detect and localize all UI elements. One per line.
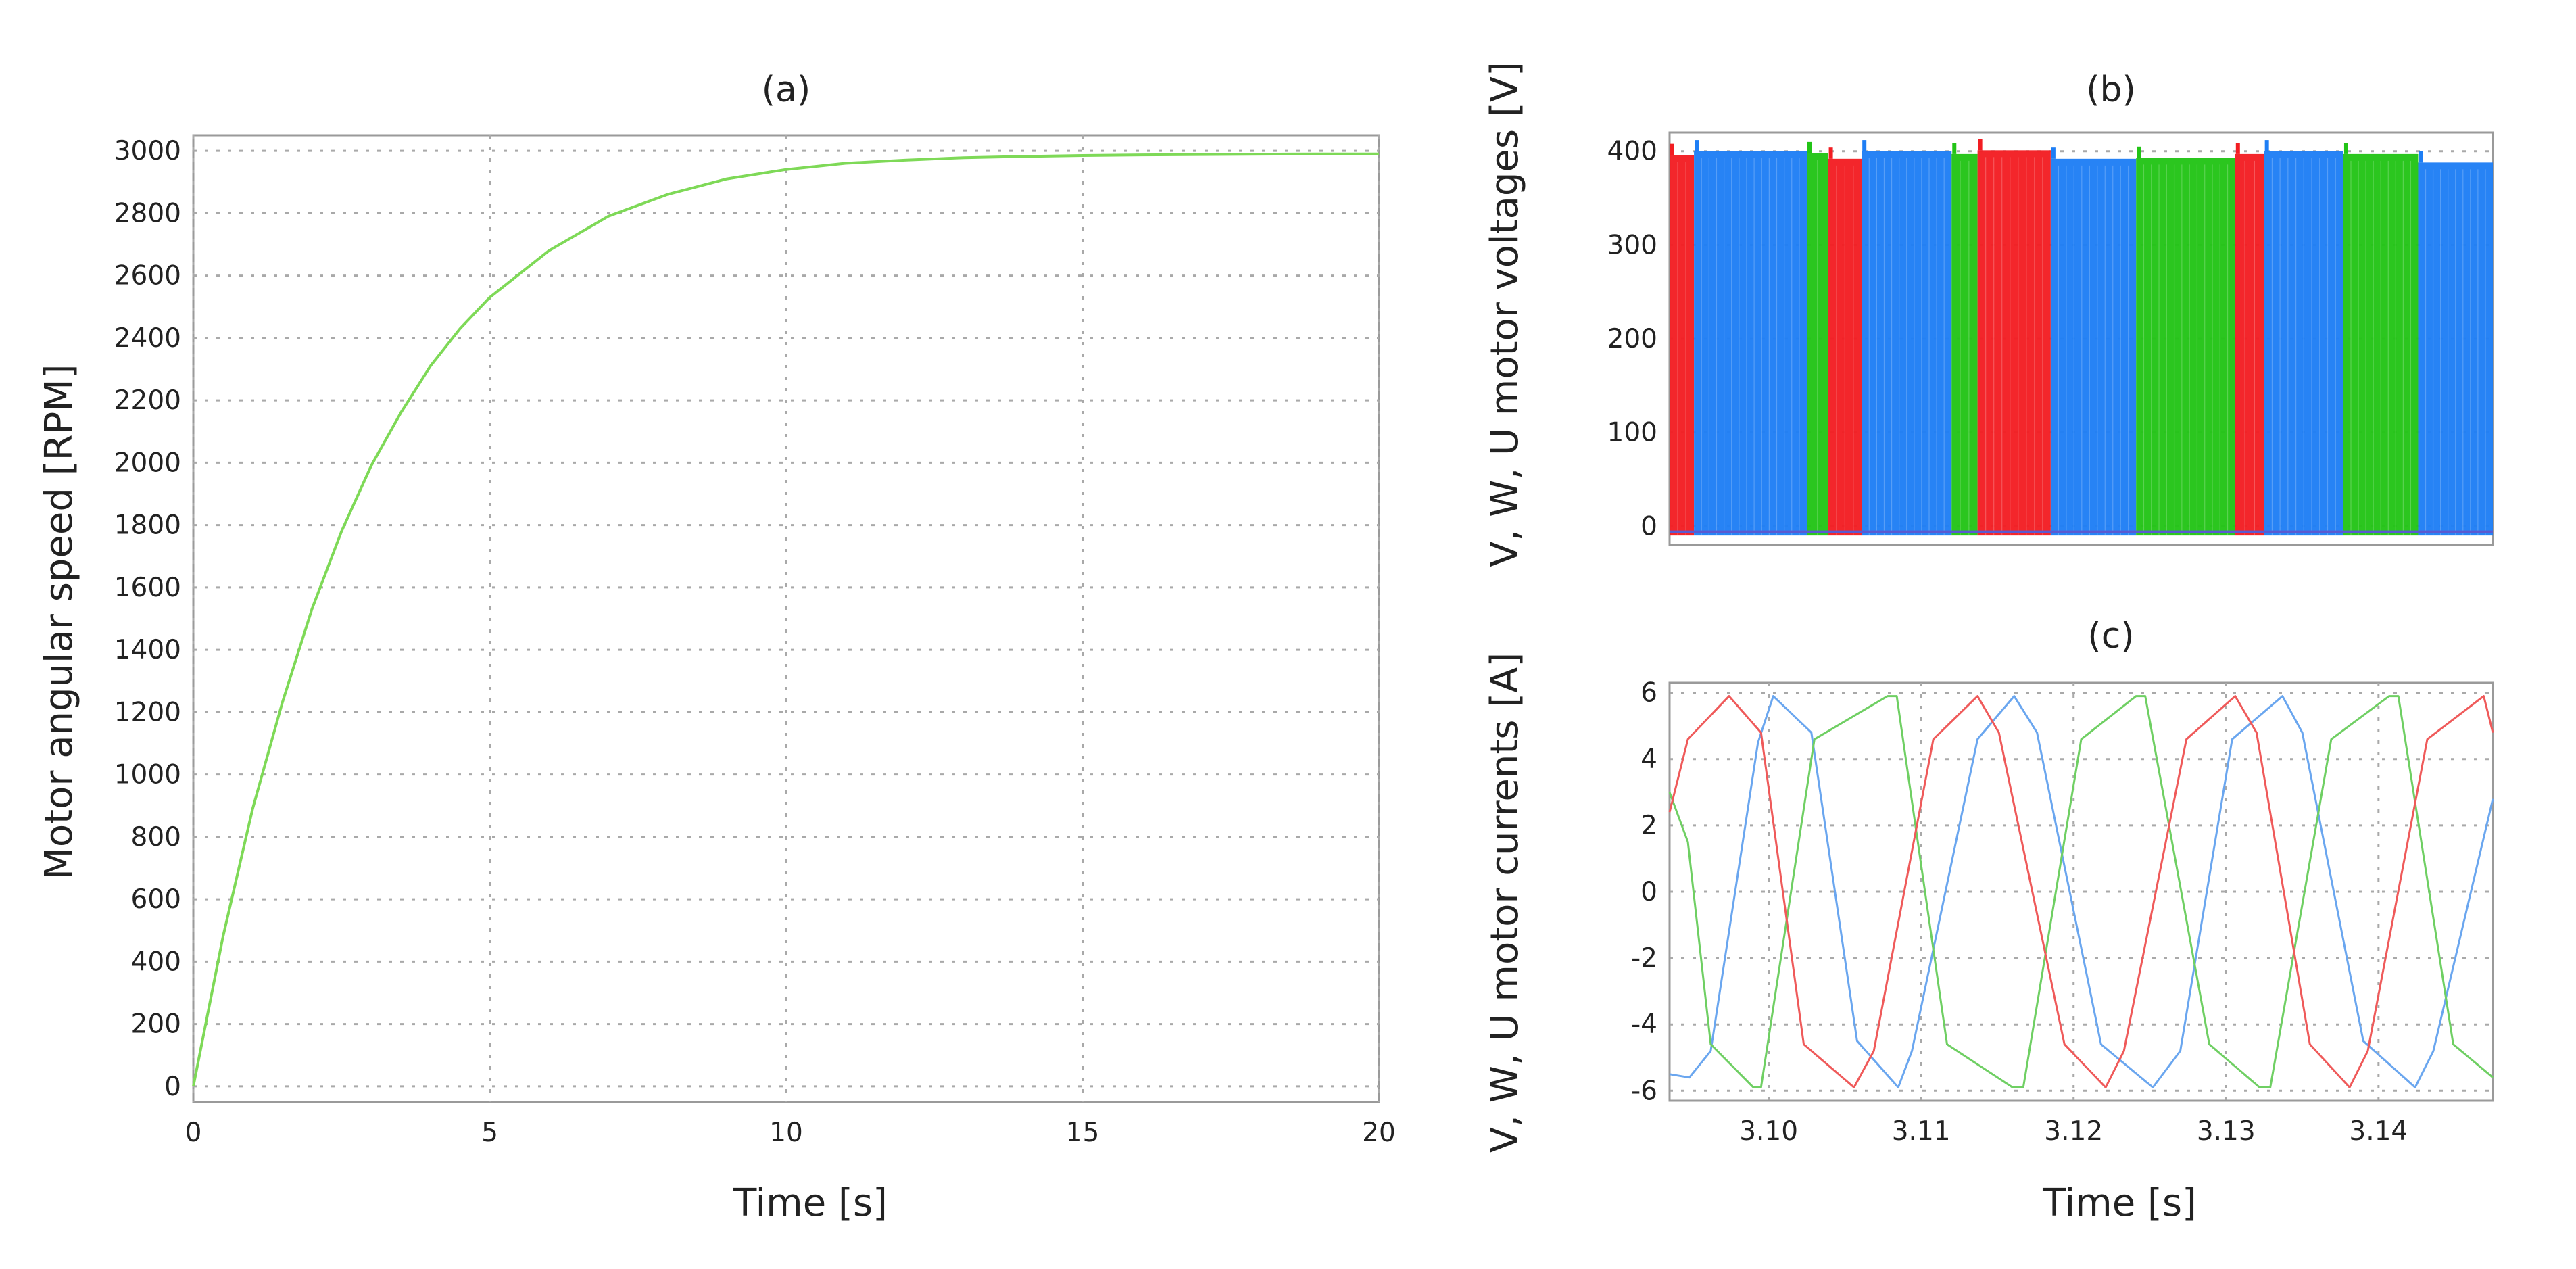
x-tick-label: 3.11	[1892, 1116, 1951, 1147]
y-tick-label: 200	[1607, 324, 1657, 354]
series-line-motor-angular-speed	[192, 152, 1379, 1087]
voltage-band-v	[2264, 151, 2343, 536]
y-tick-label: 0	[1641, 511, 1657, 542]
series-line-u	[1668, 695, 2494, 1088]
y-tick-label: 1000	[114, 760, 181, 790]
x-tick-label: 3.13	[2197, 1116, 2256, 1147]
voltage-band-w	[1807, 153, 1828, 536]
y-tick-label: -6	[1631, 1076, 1657, 1106]
y-tick-label: -2	[1631, 943, 1657, 974]
panel-b-title: (b)	[2086, 70, 2136, 110]
panel-a-title: (a)	[762, 70, 810, 110]
y-tick-label: 2000	[114, 448, 181, 478]
y-tick-label: 1400	[114, 635, 181, 665]
y-tick-label: 200	[131, 1009, 181, 1040]
y-tick-label: 400	[1607, 137, 1657, 167]
voltage-band-v	[2050, 158, 2137, 536]
y-tick-label: 2600	[114, 261, 181, 291]
panel-c-x-axis-label: Time [s]	[2042, 1181, 2197, 1225]
panel-c-data-lines	[1668, 695, 2494, 1088]
x-tick-label: 3.12	[2044, 1116, 2103, 1147]
x-tick-label: 10	[769, 1118, 803, 1148]
y-tick-label: 2400	[114, 323, 181, 354]
panel-a-tick-labels: 0200400600800100012001400160018002000220…	[114, 136, 1396, 1148]
y-tick-label: 400	[131, 947, 181, 977]
panel-c-y-axis-label: V, W, U motor currents [A]	[1483, 652, 1527, 1153]
panel-c-tick-labels: -6 -4 -2 0 2 4 6 3.10 3.11 3.12 3.13 3.14	[1631, 678, 2408, 1147]
y-tick-label: 100	[1607, 418, 1657, 448]
x-tick-label: 15	[1066, 1118, 1100, 1148]
series-line-v	[1669, 695, 2494, 1088]
panel-c-title: (c)	[2087, 616, 2134, 656]
voltage-band-v	[2418, 162, 2493, 536]
y-tick-label: 1200	[114, 697, 181, 727]
voltage-band-u	[1977, 150, 2051, 536]
voltage-band-u	[2235, 153, 2264, 536]
y-tick-label: 0	[1641, 877, 1657, 907]
panel-a-speed-chart: 0200400600800100012001400160018002000220…	[37, 70, 1396, 1225]
y-tick-label: 1800	[114, 510, 181, 541]
y-tick-label: 2	[1641, 811, 1657, 841]
panel-a-x-axis-label: Time [s]	[733, 1181, 888, 1225]
panel-b-voltage-chart: 0 100 200 300 400 (b) V, W, U motor voltages…	[1483, 62, 2494, 567]
y-tick-label: 0	[164, 1072, 181, 1102]
y-tick-label: 600	[131, 884, 181, 915]
panel-a-data-lines	[192, 152, 1379, 1087]
voltage-band-v	[1862, 151, 1952, 536]
series-line-w	[1668, 695, 2494, 1088]
panel-a-grid	[192, 135, 1380, 1102]
panel-b-switching-bands	[1670, 139, 2493, 536]
x-tick-label: 20	[1362, 1118, 1396, 1148]
y-tick-label: 4	[1641, 744, 1657, 775]
voltage-band-w	[1951, 153, 1978, 536]
y-tick-label: 6	[1641, 678, 1657, 709]
voltage-band-w	[2343, 153, 2419, 536]
y-tick-label: -4	[1631, 1009, 1657, 1040]
y-tick-label: 2800	[114, 198, 181, 229]
voltage-band-u	[1670, 155, 1695, 536]
voltage-band-w	[2136, 158, 2235, 536]
x-tick-label: 5	[481, 1118, 498, 1148]
panel-c-current-chart: -6 -4 -2 0 2 4 6 3.10 3.11 3.12 3.13 3.14 (c) Time …	[1483, 616, 2494, 1225]
panel-a-y-axis-label: Motor angular speed [RPM]	[37, 364, 81, 880]
panel-b-tick-labels: 0 100 200 300 400	[1607, 137, 1657, 542]
x-tick-label: 0	[185, 1118, 202, 1148]
y-tick-label: 2200	[114, 385, 181, 416]
y-tick-label: 800	[131, 822, 181, 853]
y-tick-label: 3000	[114, 136, 181, 166]
panel-b-y-axis-label: V, W, U motor voltages [V]	[1483, 62, 1527, 567]
x-tick-label: 3.10	[1739, 1116, 1798, 1147]
y-tick-label: 300	[1607, 230, 1657, 260]
x-tick-label: 3.14	[2349, 1116, 2408, 1147]
voltage-band-u	[1828, 158, 1862, 536]
y-tick-label: 1600	[114, 573, 181, 603]
voltage-band-v	[1694, 151, 1807, 536]
